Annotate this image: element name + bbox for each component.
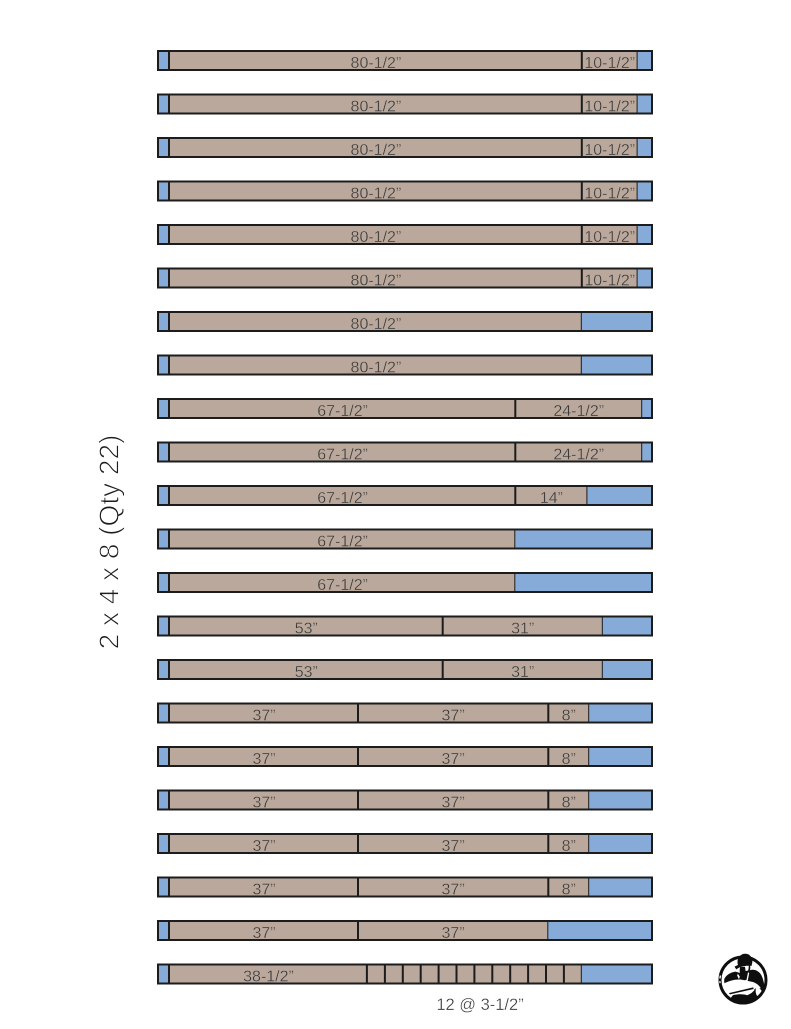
svg-text:37”: 37” [442,795,465,812]
svg-text:10-1/2”: 10-1/2” [584,142,635,159]
svg-text:31”: 31” [511,621,534,638]
svg-text:37”: 37” [252,751,275,768]
svg-text:80-1/2”: 80-1/2” [351,55,402,72]
svg-text:37”: 37” [442,751,465,768]
svg-text:80-1/2”: 80-1/2” [351,360,402,377]
svg-text:67-1/2”: 67-1/2” [317,534,368,551]
svg-text:67-1/2”: 67-1/2” [317,490,368,507]
svg-text:8”: 8” [562,838,576,855]
svg-text:10-1/2”: 10-1/2” [584,186,635,203]
svg-text:67-1/2”: 67-1/2” [317,447,368,464]
svg-text:8”: 8” [562,751,576,768]
svg-text:24-1/2”: 24-1/2” [553,447,604,464]
svg-text:80-1/2”: 80-1/2” [351,273,402,290]
svg-text:80-1/2”: 80-1/2” [351,316,402,333]
svg-text:37”: 37” [252,838,275,855]
svg-text:12 @ 3-1/2”: 12 @ 3-1/2” [436,996,523,1014]
svg-text:37”: 37” [442,838,465,855]
svg-text:67-1/2”: 67-1/2” [317,577,368,594]
svg-text:37”: 37” [442,708,465,725]
svg-text:8”: 8” [562,708,576,725]
svg-text:37”: 37” [252,795,275,812]
svg-text:2 x 4 x 8 (Qty 22): 2 x 4 x 8 (Qty 22) [94,435,125,650]
svg-text:10-1/2”: 10-1/2” [584,273,635,290]
svg-text:10-1/2”: 10-1/2” [584,99,635,116]
svg-text:67-1/2”: 67-1/2” [317,403,368,420]
svg-text:37”: 37” [252,925,275,942]
svg-text:8”: 8” [562,882,576,899]
svg-text:37”: 37” [252,708,275,725]
svg-text:31”: 31” [511,664,534,681]
svg-text:10-1/2”: 10-1/2” [584,55,635,72]
svg-text:38-1/2”: 38-1/2” [243,969,294,986]
svg-text:53”: 53” [295,621,318,638]
svg-text:8”: 8” [562,795,576,812]
svg-text:14”: 14” [540,490,563,507]
svg-text:37”: 37” [252,882,275,899]
svg-text:24-1/2”: 24-1/2” [553,403,604,420]
svg-text:80-1/2”: 80-1/2” [351,99,402,116]
svg-text:80-1/2”: 80-1/2” [351,229,402,246]
svg-text:37”: 37” [442,882,465,899]
svg-text:80-1/2”: 80-1/2” [351,186,402,203]
svg-text:10-1/2”: 10-1/2” [584,229,635,246]
svg-text:80-1/2”: 80-1/2” [351,142,402,159]
svg-text:53”: 53” [295,664,318,681]
svg-text:37”: 37” [442,925,465,942]
